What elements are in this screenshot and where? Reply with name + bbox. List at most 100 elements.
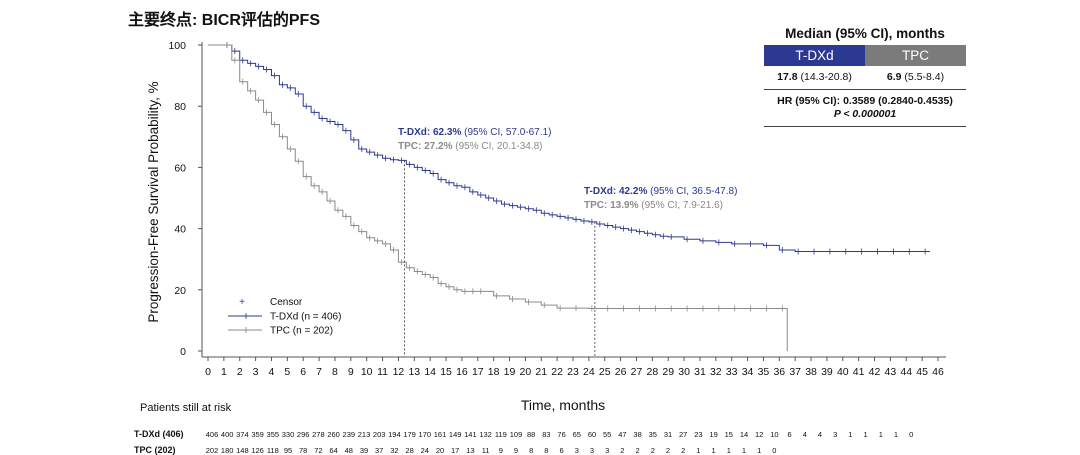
risk-value-tpc: 3 — [605, 446, 610, 455]
risk-value-tdxd: 213 — [357, 430, 371, 439]
x-tick-label: 5 — [284, 366, 290, 378]
x-tick-label: 3 — [253, 366, 259, 378]
x-tick-label: 38 — [805, 366, 817, 378]
x-tick-label: 39 — [821, 366, 833, 378]
y-tick-label: 80 — [174, 101, 186, 113]
median-bottom-divider — [764, 126, 966, 127]
risk-value-tdxd: 330 — [281, 430, 295, 439]
tpc-median: 6.9 — [886, 71, 902, 83]
risk-value-tdxd: 109 — [509, 430, 523, 439]
censor-symbol: + — [239, 297, 245, 308]
annotation-text: T-DXd: 42.2% (95% CI, 36.5-47.8) — [584, 186, 737, 197]
tpc-ci: (5.5-8.4) — [904, 71, 945, 83]
risk-value-tdxd: 38 — [633, 430, 642, 439]
risk-value-tpc: 37 — [375, 446, 384, 455]
annotation-ci: (95% CI, 36.5-47.8) — [650, 186, 737, 197]
risk-value-tdxd: 359 — [251, 430, 264, 439]
median-tpc-value: 6.9 (5.5-8.4) — [865, 71, 966, 83]
risk-value-tdxd: 10 — [770, 430, 779, 439]
x-tick-label: 6 — [300, 366, 306, 378]
risk-value-tdxd: 260 — [327, 430, 340, 439]
risk-value-tpc: 8 — [544, 446, 549, 455]
y-tick-label: 20 — [174, 285, 186, 297]
risk-value-tpc: 1 — [741, 446, 747, 455]
risk-value-tpc: 1 — [711, 446, 716, 455]
risk-value-tpc: 72 — [314, 446, 323, 455]
risk-value-tdxd: 239 — [342, 430, 356, 439]
x-tick-label: 2 — [237, 366, 243, 378]
risk-value-tpc: 2 — [665, 446, 671, 455]
y-axis-label: Progression-Free Survival Probability, % — [146, 81, 161, 322]
risk-value-tpc: 9 — [513, 446, 519, 455]
risk-value-tdxd: 4 — [802, 430, 807, 439]
x-tick-label: 16 — [456, 366, 468, 378]
risk-value-tpc: 6 — [559, 446, 564, 455]
risk-value-tpc: 28 — [405, 446, 414, 455]
median-header: T-DXd TPC — [764, 45, 966, 66]
risk-value-tdxd: 141 — [464, 430, 477, 439]
x-tick-label: 32 — [710, 366, 722, 378]
risk-value-tdxd: 400 — [220, 430, 234, 439]
median-values: 17.8 (14.3-20.8) 6.9 (5.5-8.4) — [764, 71, 966, 83]
x-tick-label: 7 — [316, 366, 322, 378]
x-tick-label: 0 — [205, 366, 211, 378]
x-tick-label: 10 — [361, 366, 373, 378]
tdxd-ci: (14.3-20.8) — [800, 71, 852, 83]
legend-entry-1: TPC (n = 202) — [270, 326, 333, 337]
risk-value-tpc: 95 — [283, 446, 293, 455]
x-tick-label: 11 — [377, 366, 388, 378]
x-axis-label: Time, months — [521, 397, 605, 413]
risk-value-tpc: 3 — [574, 446, 579, 455]
risk-value-tdxd: 31 — [663, 430, 673, 439]
x-tick-label: 30 — [678, 366, 690, 378]
x-tick-label: 27 — [631, 366, 643, 378]
x-tick-label: 9 — [348, 366, 354, 378]
y-tick-label: 40 — [174, 224, 186, 236]
risk-value-tpc: 2 — [620, 446, 625, 455]
risk-value-tdxd: 149 — [448, 430, 462, 439]
risk-value-tpc: 39 — [359, 446, 369, 455]
annotation-ci: (95% CI, 7.9-21.6) — [641, 200, 723, 211]
risk-value-tpc: 202 — [205, 446, 219, 455]
hazard-ratio: HR (95% CI): 0.3589 (0.2840-0.4535) — [777, 95, 953, 107]
median-box: Median (95% CI), months T-DXd TPC 17.8 (… — [764, 26, 966, 127]
risk-value-tpc: 118 — [266, 446, 279, 455]
x-tick-label: 22 — [551, 366, 563, 378]
risk-value-tpc: 32 — [390, 446, 399, 455]
x-tick-label: 44 — [900, 366, 912, 378]
annotation-bold: T-DXd: 42.2% — [584, 186, 650, 197]
x-tick-label: 29 — [662, 366, 674, 378]
risk-value-tdxd: 1 — [863, 430, 868, 439]
risk-value-tpc: 2 — [681, 446, 686, 455]
risk-value-tdxd: 55 — [603, 430, 612, 439]
risk-value-tpc: 1 — [726, 446, 731, 455]
risk-value-tdxd: 296 — [296, 430, 310, 439]
risk-value-tdxd: 83 — [542, 430, 551, 439]
risk-value-tdxd: 35 — [648, 430, 657, 439]
plot-curves — [208, 42, 931, 351]
risk-value-tpc: 148 — [236, 446, 249, 455]
tdxd-median: 17.8 — [777, 71, 798, 83]
risk-value-tpc: 0 — [772, 446, 777, 455]
risk-value-tdxd: 374 — [236, 430, 249, 439]
x-tick-label: 43 — [885, 366, 897, 378]
risk-value-tpc: 9 — [498, 446, 503, 455]
risk-value-tdxd: 14 — [739, 430, 749, 439]
x-tick-label: 17 — [472, 366, 484, 378]
risk-value-tdxd: 406 — [205, 430, 219, 439]
risk-value-tpc: 24 — [420, 446, 429, 455]
risk-value-tdxd: 0 — [909, 430, 914, 439]
x-tick-label: 4 — [269, 366, 275, 378]
risk-value-tdxd: 27 — [679, 430, 688, 439]
x-tick-label: 41 — [853, 366, 865, 378]
risk-value-tdxd: 1 — [893, 430, 899, 439]
x-tick-label: 28 — [647, 366, 659, 378]
km-curve-1 — [208, 44, 788, 351]
risk-value-tdxd: 19 — [709, 430, 718, 439]
legend-entry-0: T-DXd (n = 406) — [270, 312, 341, 323]
risk-value-tdxd: 1 — [878, 430, 883, 439]
risk-value-tdxd: 119 — [494, 430, 507, 439]
risk-value-tpc: 64 — [329, 446, 338, 455]
risk-value-tdxd: 203 — [372, 430, 386, 439]
